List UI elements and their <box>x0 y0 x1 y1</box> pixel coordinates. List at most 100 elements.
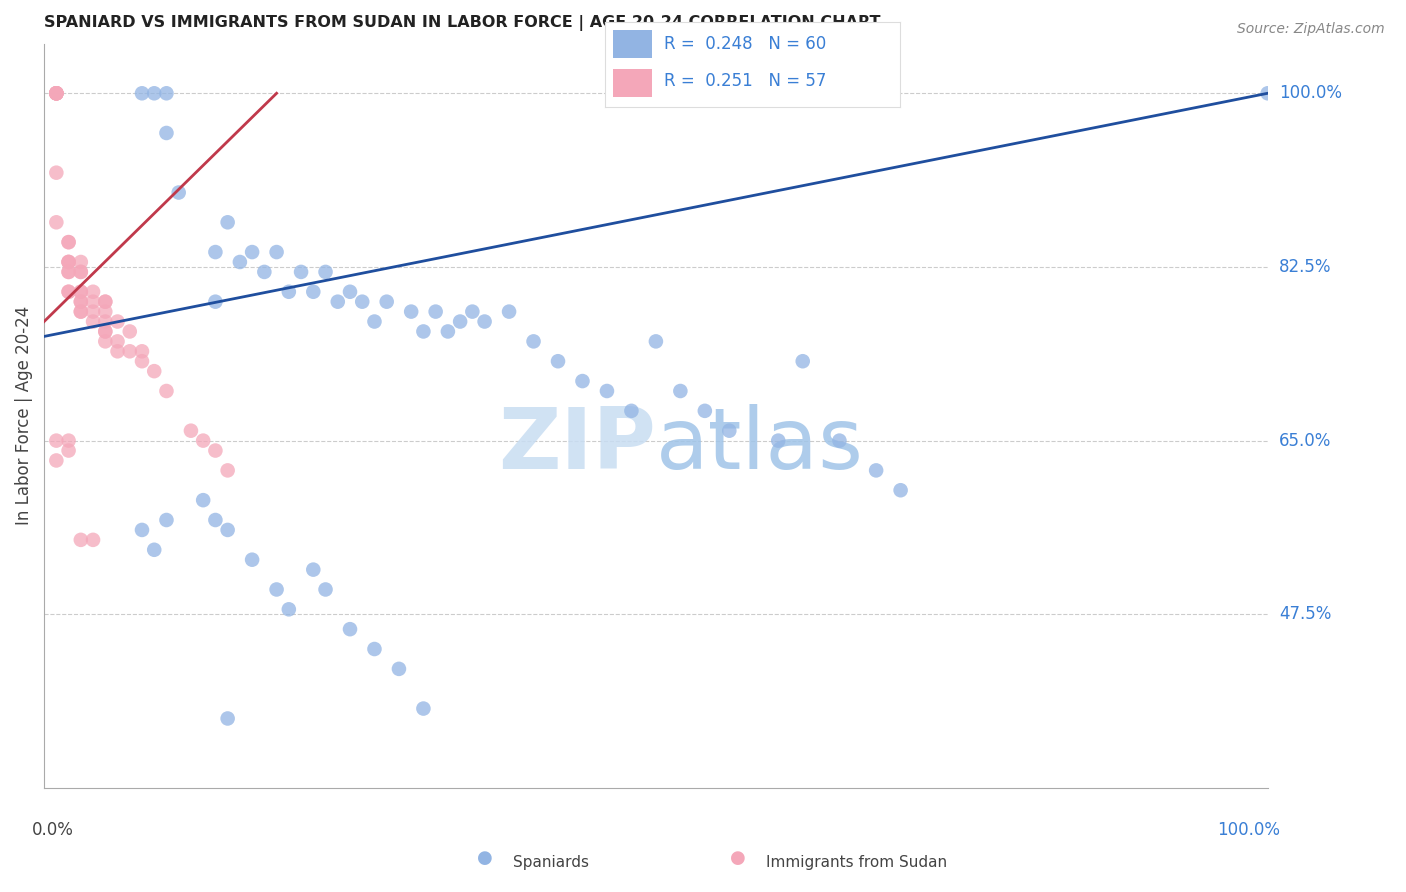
Point <box>363 642 385 657</box>
Point <box>339 285 361 299</box>
Point <box>58 285 80 299</box>
Point <box>82 533 104 547</box>
Text: R =  0.251   N = 57: R = 0.251 N = 57 <box>664 72 825 90</box>
Text: R =  0.248   N = 60: R = 0.248 N = 60 <box>664 35 825 53</box>
Point <box>217 523 239 537</box>
Point <box>425 304 447 318</box>
Text: atlas: atlas <box>655 404 863 487</box>
Point <box>45 453 67 467</box>
Point <box>315 265 337 279</box>
Point <box>58 235 80 249</box>
Point <box>204 513 226 527</box>
Point <box>45 166 67 180</box>
Point <box>718 424 741 438</box>
Point <box>253 265 276 279</box>
Point <box>167 186 190 200</box>
Point <box>277 285 299 299</box>
Point <box>204 245 226 260</box>
Point <box>363 314 385 328</box>
Point <box>45 87 67 101</box>
Point <box>82 285 104 299</box>
Point <box>82 294 104 309</box>
Point <box>118 344 141 359</box>
Point <box>131 87 153 101</box>
Text: ●: ● <box>477 849 494 867</box>
Point <box>58 434 80 448</box>
Point <box>229 255 252 269</box>
Point <box>240 552 263 566</box>
Point <box>890 483 912 498</box>
Point <box>1257 87 1279 101</box>
Point <box>266 245 288 260</box>
Point <box>94 294 117 309</box>
Point <box>94 314 117 328</box>
Point <box>107 344 129 359</box>
Point <box>388 662 411 676</box>
Point <box>69 285 91 299</box>
Point <box>58 235 80 249</box>
Text: 47.5%: 47.5% <box>1279 606 1331 624</box>
Text: 65.0%: 65.0% <box>1279 432 1331 450</box>
Point <box>45 87 67 101</box>
Point <box>94 294 117 309</box>
Point <box>644 334 666 349</box>
Point <box>45 87 67 101</box>
Point <box>69 265 91 279</box>
Point <box>155 126 177 140</box>
Point <box>399 304 422 318</box>
Point <box>865 463 887 477</box>
Point <box>461 304 484 318</box>
Point <box>193 493 215 508</box>
Point <box>69 285 91 299</box>
Point <box>94 334 117 349</box>
Point <box>143 364 166 378</box>
Point <box>69 255 91 269</box>
Point <box>45 434 67 448</box>
Text: 0.0%: 0.0% <box>32 822 73 839</box>
Point <box>143 542 166 557</box>
Text: ●: ● <box>730 849 747 867</box>
Point <box>266 582 288 597</box>
Point <box>94 304 117 318</box>
Text: Immigrants from Sudan: Immigrants from Sudan <box>766 855 948 870</box>
Point <box>522 334 544 349</box>
Point <box>155 87 177 101</box>
Point <box>155 384 177 398</box>
Point <box>94 325 117 339</box>
Point <box>326 294 349 309</box>
Point <box>375 294 398 309</box>
Point <box>45 87 67 101</box>
Point <box>828 434 851 448</box>
Point <box>240 245 263 260</box>
Point <box>107 314 129 328</box>
Point <box>58 255 80 269</box>
Point <box>437 325 460 339</box>
Point <box>193 434 215 448</box>
Point <box>58 443 80 458</box>
Point <box>131 354 153 368</box>
Point <box>571 374 593 388</box>
Point <box>352 294 374 309</box>
Text: ZIP: ZIP <box>498 404 655 487</box>
Point <box>204 443 226 458</box>
Point <box>277 602 299 616</box>
Point <box>474 314 496 328</box>
Point <box>131 523 153 537</box>
Point <box>94 325 117 339</box>
Point <box>131 344 153 359</box>
Point <box>792 354 814 368</box>
Point <box>768 434 790 448</box>
Text: 100.0%: 100.0% <box>1218 822 1279 839</box>
Point <box>58 265 80 279</box>
Point <box>82 304 104 318</box>
Point <box>204 294 226 309</box>
Text: 100.0%: 100.0% <box>1279 84 1341 103</box>
Point <box>82 314 104 328</box>
Point <box>217 463 239 477</box>
Point <box>693 404 716 418</box>
Point <box>45 87 67 101</box>
Text: 82.5%: 82.5% <box>1279 258 1331 276</box>
Point <box>596 384 619 398</box>
Bar <box>613 30 652 58</box>
Text: Source: ZipAtlas.com: Source: ZipAtlas.com <box>1237 22 1385 37</box>
